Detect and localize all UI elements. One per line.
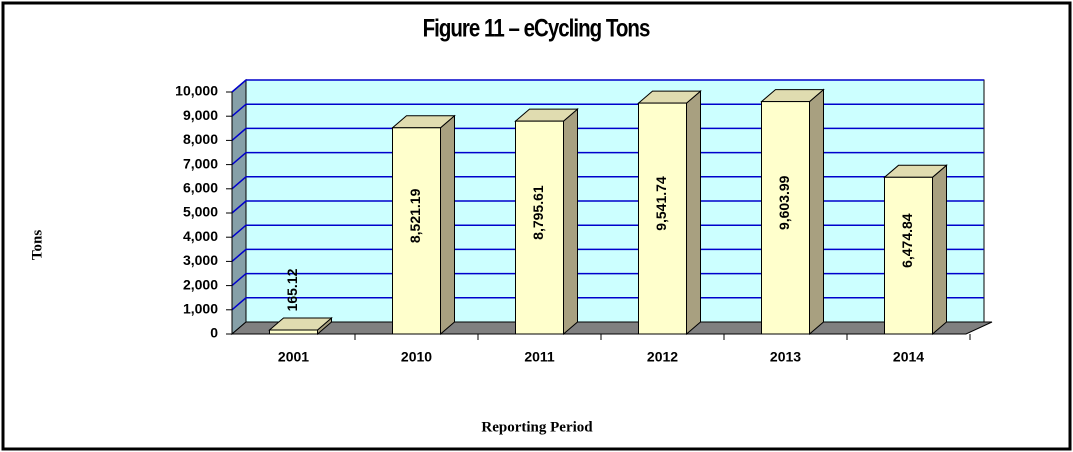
- bar: [761, 101, 810, 335]
- bar-side: [932, 164, 947, 336]
- y-tick-label: 4,000: [183, 228, 218, 244]
- bar: [392, 127, 441, 335]
- grid-line: [231, 79, 984, 93]
- y-tick-label: 8,000: [183, 131, 218, 147]
- x-axis-title: Reporting Period: [481, 419, 593, 435]
- data-label: 8,795.61: [530, 185, 546, 240]
- bar: [269, 329, 318, 335]
- y-tick-label: 2,000: [183, 276, 218, 292]
- data-label: 165.12: [284, 268, 300, 311]
- y-tick-label: 7,000: [183, 155, 218, 171]
- data-label: 8,521.19: [407, 188, 423, 243]
- y-axis-title: Tons: [29, 230, 45, 260]
- bar-side: [686, 90, 701, 336]
- data-label: 9,541.74: [653, 176, 669, 231]
- y-tick-label: 6,000: [183, 180, 218, 196]
- x-tick-label: 2001: [278, 349, 309, 365]
- floor: [230, 321, 993, 335]
- grid-line: [231, 103, 984, 117]
- data-label: 6,474.84: [899, 213, 915, 268]
- y-tick-label: 3,000: [183, 252, 218, 268]
- y-tick-label: 0: [210, 325, 218, 341]
- y-tick-label: 10,000: [175, 83, 218, 99]
- x-tick-label: 2014: [893, 349, 924, 365]
- x-tick-label: 2011: [524, 349, 555, 365]
- grid-line: [231, 272, 984, 287]
- data-label: 9,603.99: [776, 175, 792, 230]
- bar-side: [809, 88, 824, 336]
- grid-line: [231, 176, 984, 190]
- grid-line: [231, 200, 984, 214]
- grid-line: [231, 248, 984, 262]
- x-tick-label: 2013: [770, 349, 801, 365]
- grid-line: [231, 127, 984, 141]
- grid-line: [231, 224, 984, 238]
- y-tick-label: 1,000: [183, 301, 218, 317]
- grid-line: [231, 151, 984, 166]
- grid-line: [231, 297, 984, 311]
- bar: [884, 176, 933, 335]
- x-tick-label: 2012: [647, 349, 678, 365]
- chart-title: Figure 11 – eCycling Tons: [423, 14, 650, 42]
- bar-side: [563, 108, 578, 336]
- bar: [638, 102, 687, 335]
- x-tick-label: 2010: [401, 349, 432, 365]
- y-tick-label: 9,000: [183, 107, 218, 123]
- y-tick-label: 5,000: [183, 204, 218, 220]
- bar-side: [440, 114, 455, 336]
- bar: [515, 120, 564, 335]
